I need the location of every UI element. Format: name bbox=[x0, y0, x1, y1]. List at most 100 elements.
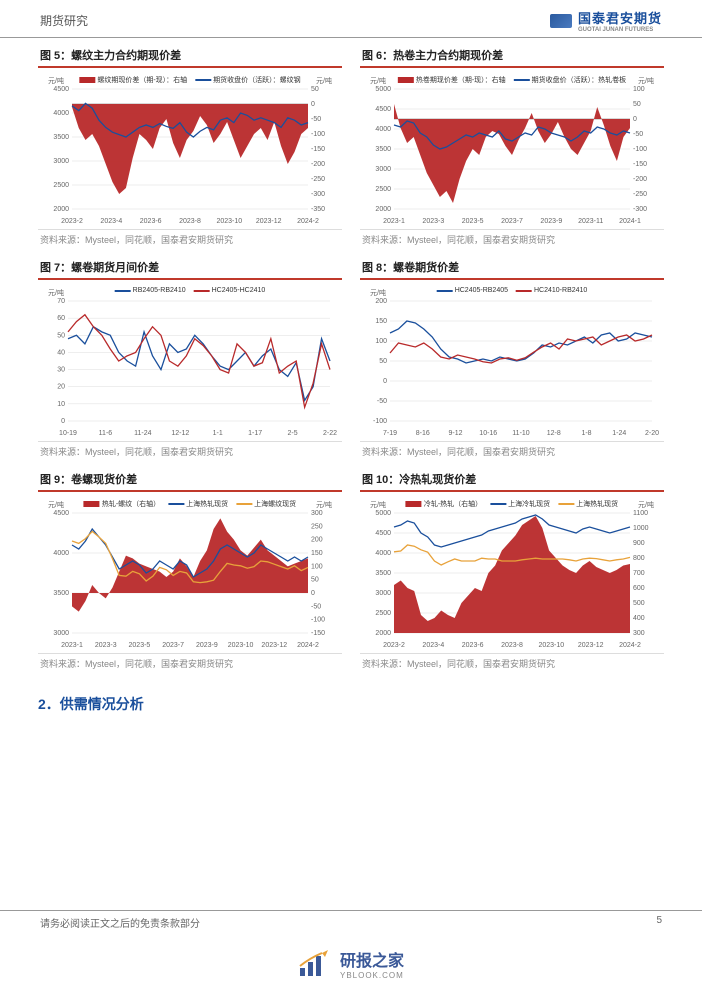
svg-text:10-16: 10-16 bbox=[479, 430, 497, 437]
svg-text:2023-6: 2023-6 bbox=[462, 642, 484, 649]
svg-text:2024-1: 2024-1 bbox=[619, 218, 641, 225]
svg-text:2023-1: 2023-1 bbox=[61, 642, 83, 649]
svg-text:2023-7: 2023-7 bbox=[501, 218, 523, 225]
svg-text:0: 0 bbox=[61, 418, 65, 425]
watermark: 研报之家 YBLOOK.COM bbox=[298, 947, 404, 980]
svg-text:元/吨: 元/吨 bbox=[370, 76, 386, 85]
svg-text:元/吨: 元/吨 bbox=[638, 500, 654, 509]
svg-text:10-19: 10-19 bbox=[59, 430, 77, 437]
svg-text:-150: -150 bbox=[311, 146, 325, 153]
svg-text:5000: 5000 bbox=[375, 86, 391, 93]
chart-row-2: 图 7：螺卷期货月间价差 01020304050607010-1911-611-… bbox=[38, 256, 664, 458]
svg-text:0: 0 bbox=[311, 590, 315, 597]
svg-text:2023-7: 2023-7 bbox=[162, 642, 184, 649]
svg-text:2024-2: 2024-2 bbox=[297, 642, 319, 649]
svg-text:9-12: 9-12 bbox=[448, 430, 462, 437]
svg-text:元/吨: 元/吨 bbox=[638, 76, 654, 85]
svg-text:2023-3: 2023-3 bbox=[422, 218, 444, 225]
svg-text:5000: 5000 bbox=[375, 510, 391, 517]
svg-text:100: 100 bbox=[375, 338, 387, 345]
svg-text:元/吨: 元/吨 bbox=[316, 500, 332, 509]
svg-text:3000: 3000 bbox=[53, 158, 69, 165]
svg-text:4000: 4000 bbox=[53, 110, 69, 117]
svg-text:12-12: 12-12 bbox=[171, 430, 189, 437]
svg-text:40: 40 bbox=[57, 349, 65, 356]
svg-text:100: 100 bbox=[633, 86, 645, 93]
svg-text:-50: -50 bbox=[311, 603, 321, 610]
svg-text:-100: -100 bbox=[373, 418, 387, 425]
svg-text:30: 30 bbox=[57, 367, 65, 374]
page-footer: 请务必阅读正文之后的免责条款部分 5 bbox=[0, 910, 702, 930]
fig5-chart: 200025003000350040004500-350-300-250-200… bbox=[38, 71, 342, 229]
logo-text: 国泰君安期货 bbox=[578, 11, 662, 26]
svg-text:-200: -200 bbox=[633, 176, 647, 183]
svg-text:300: 300 bbox=[633, 630, 645, 637]
svg-text:50: 50 bbox=[379, 358, 387, 365]
svg-text:2024-2: 2024-2 bbox=[619, 642, 641, 649]
svg-text:元/吨: 元/吨 bbox=[48, 500, 64, 509]
svg-text:900: 900 bbox=[633, 540, 645, 547]
svg-text:60: 60 bbox=[57, 315, 65, 322]
svg-text:11-10: 11-10 bbox=[512, 430, 529, 437]
svg-text:2023-4: 2023-4 bbox=[422, 642, 444, 649]
svg-text:0: 0 bbox=[383, 378, 387, 385]
svg-text:元/吨: 元/吨 bbox=[48, 76, 64, 85]
svg-text:1000: 1000 bbox=[633, 525, 649, 532]
svg-text:-100: -100 bbox=[311, 617, 325, 624]
svg-text:-50: -50 bbox=[311, 116, 321, 123]
svg-text:50: 50 bbox=[633, 101, 641, 108]
svg-text:2000: 2000 bbox=[375, 630, 391, 637]
svg-text:2023-12: 2023-12 bbox=[261, 642, 287, 649]
fig5-source: 资料来源：Mysteel，同花顺，国泰君安期货研究 bbox=[38, 229, 342, 246]
svg-text:-50: -50 bbox=[633, 131, 643, 138]
svg-text:1-17: 1-17 bbox=[248, 430, 262, 437]
svg-text:4000: 4000 bbox=[53, 550, 69, 557]
svg-text:50: 50 bbox=[311, 577, 319, 584]
svg-text:1-24: 1-24 bbox=[612, 430, 626, 437]
svg-text:元/吨: 元/吨 bbox=[316, 76, 332, 85]
svg-text:100: 100 bbox=[311, 563, 323, 570]
svg-text:2023-8: 2023-8 bbox=[501, 642, 523, 649]
fig7-source: 资料来源：Mysteel，同花顺，国泰君安期货研究 bbox=[38, 441, 342, 458]
footer-left: 请务必阅读正文之后的免责条款部分 bbox=[40, 915, 200, 930]
fig9-chart: 3000350040004500-150-100-500501001502002… bbox=[38, 495, 342, 653]
fig9-source: 资料来源：Mysteel，同花顺，国泰君安期货研究 bbox=[38, 653, 342, 670]
watermark-icon bbox=[298, 950, 332, 978]
svg-text:元/吨: 元/吨 bbox=[370, 288, 386, 297]
svg-text:2023-8: 2023-8 bbox=[179, 218, 201, 225]
svg-text:3500: 3500 bbox=[375, 146, 391, 153]
svg-text:1100: 1100 bbox=[633, 510, 648, 517]
section-2-title: 2．供需情况分析 bbox=[38, 694, 664, 714]
svg-text:4500: 4500 bbox=[375, 530, 391, 537]
svg-text:70: 70 bbox=[57, 298, 65, 305]
svg-text:3500: 3500 bbox=[53, 590, 69, 597]
fig9-title: 图 9：卷螺现货价差 bbox=[38, 468, 342, 492]
fig8-chart: -100-500501001502007-198-169-1210-1611-1… bbox=[360, 283, 664, 441]
svg-text:2023-3: 2023-3 bbox=[95, 642, 117, 649]
svg-text:50: 50 bbox=[57, 332, 65, 339]
svg-text:-200: -200 bbox=[311, 161, 325, 168]
svg-text:2023-6: 2023-6 bbox=[140, 218, 162, 225]
fig10-title: 图 10：冷热轧现货价差 bbox=[360, 468, 664, 492]
svg-text:2023-5: 2023-5 bbox=[129, 642, 151, 649]
logo-icon bbox=[550, 14, 572, 28]
fig7-chart: 01020304050607010-1911-611-2412-121-11-1… bbox=[38, 283, 342, 441]
svg-text:2023-10: 2023-10 bbox=[228, 642, 254, 649]
fig10-block: 图 10：冷热轧现货价差 200025003000350040004500500… bbox=[360, 468, 664, 670]
svg-text:元/吨: 元/吨 bbox=[370, 500, 386, 509]
svg-text:600: 600 bbox=[633, 585, 645, 592]
svg-text:400: 400 bbox=[633, 615, 645, 622]
svg-text:-150: -150 bbox=[311, 630, 325, 637]
svg-text:2023-9: 2023-9 bbox=[540, 218, 562, 225]
svg-text:500: 500 bbox=[633, 600, 645, 607]
svg-text:-300: -300 bbox=[633, 206, 647, 213]
page-content: 图 5：螺纹主力合约期现价差 200025003000350040004500-… bbox=[0, 38, 702, 714]
svg-text:2500: 2500 bbox=[375, 186, 391, 193]
svg-text:4000: 4000 bbox=[375, 550, 391, 557]
svg-text:2023-12: 2023-12 bbox=[256, 218, 282, 225]
svg-text:元/吨: 元/吨 bbox=[48, 288, 64, 297]
svg-text:2023-2: 2023-2 bbox=[61, 218, 83, 225]
svg-text:-100: -100 bbox=[311, 131, 325, 138]
fig6-chart: 2000250030003500400045005000-300-250-200… bbox=[360, 71, 664, 229]
fig8-block: 图 8：螺卷期货价差 -100-500501001502007-198-169-… bbox=[360, 256, 664, 458]
